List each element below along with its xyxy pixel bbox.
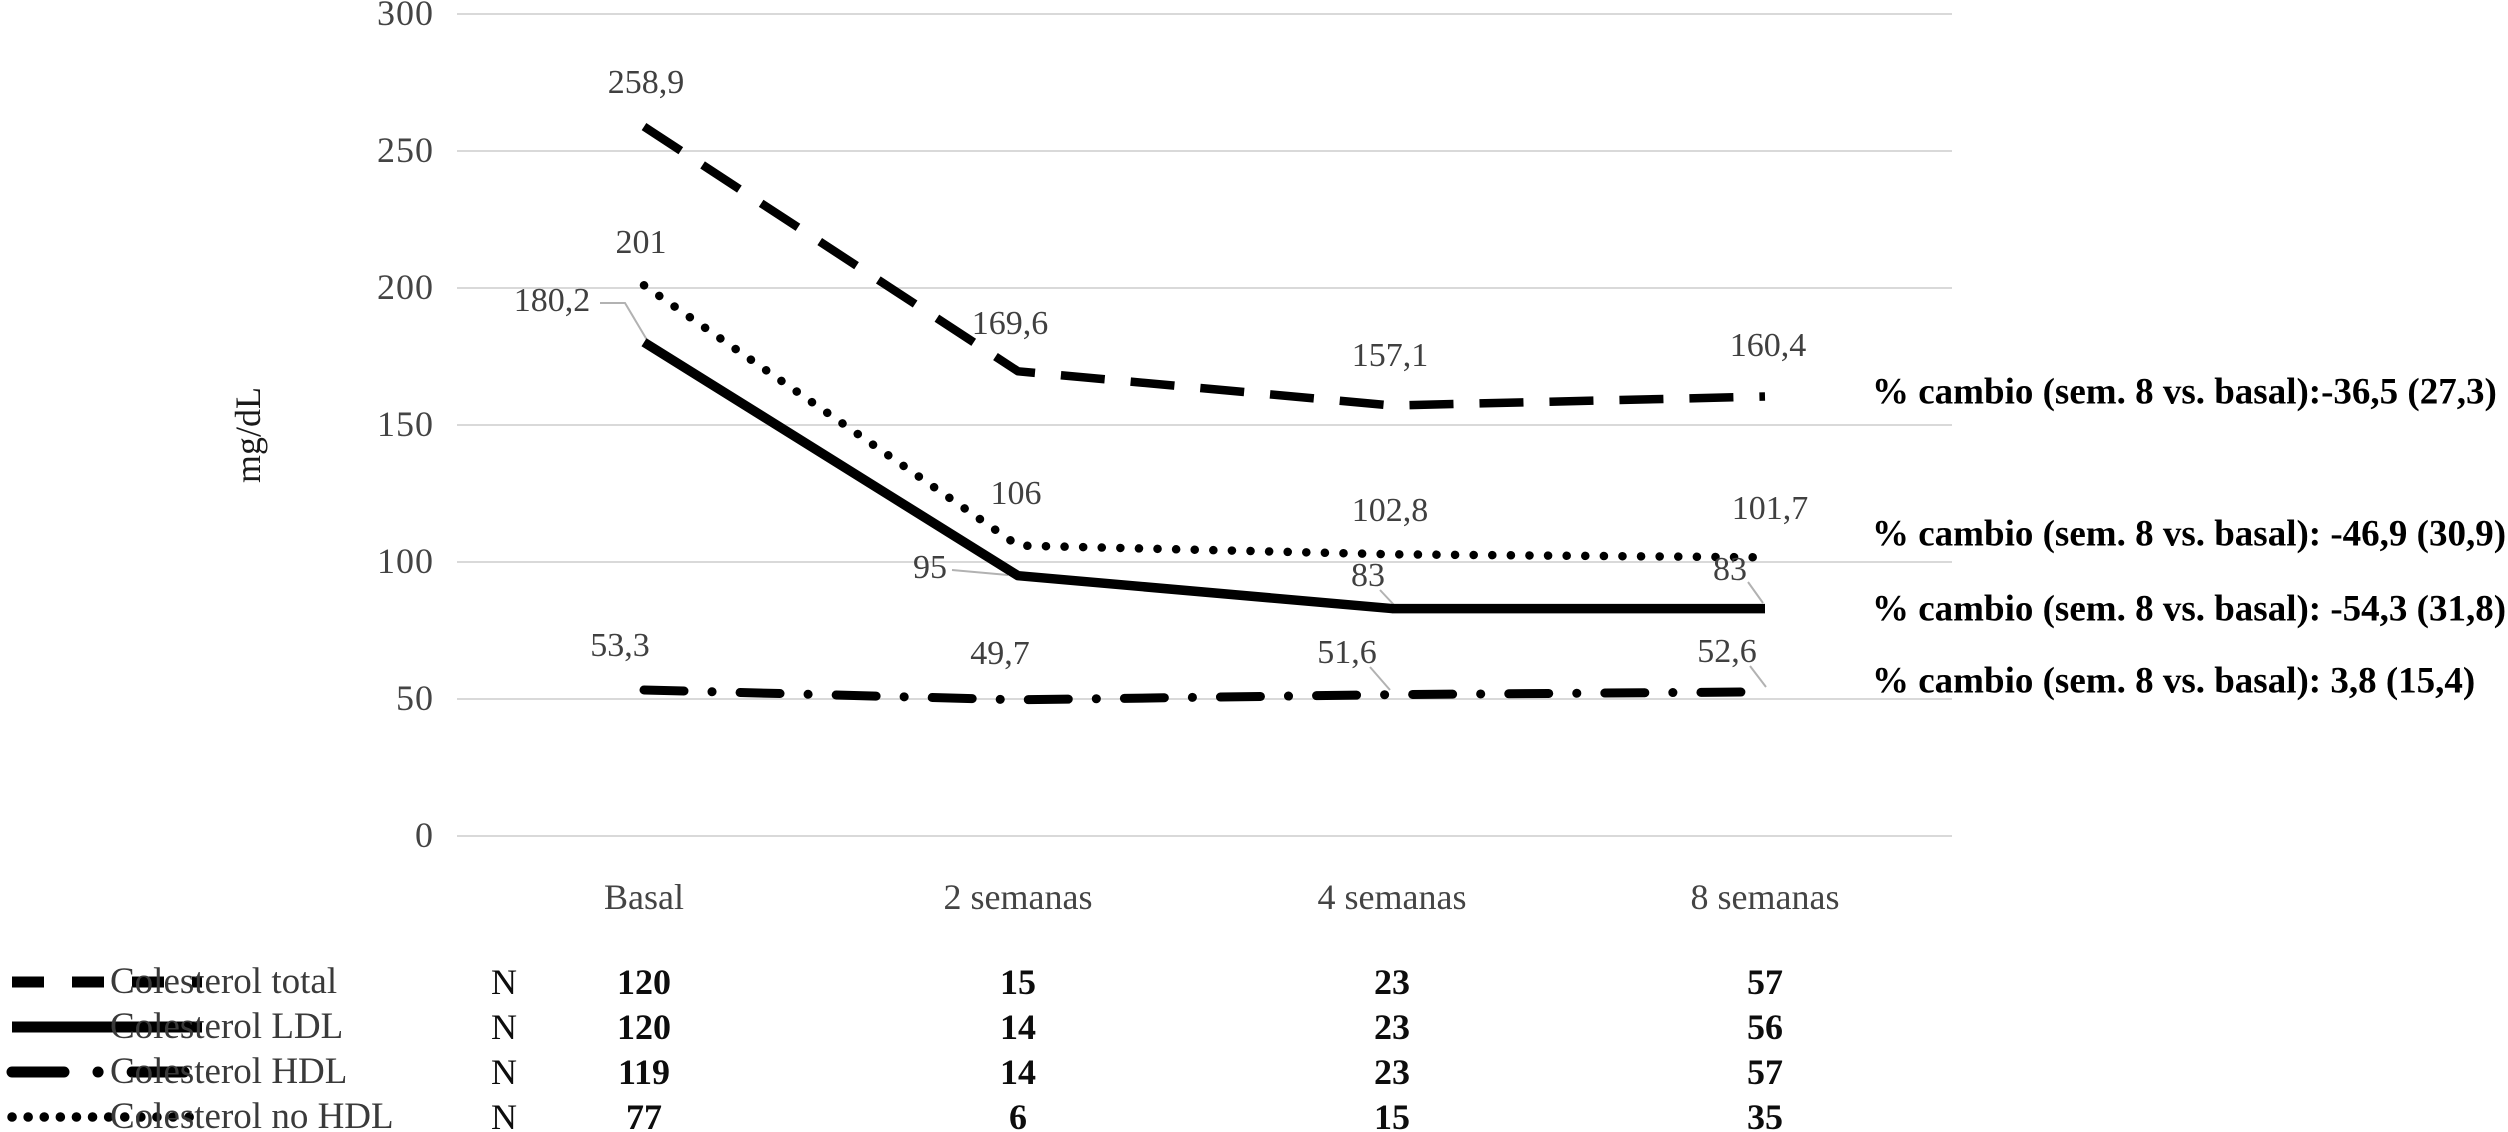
n-value: 120	[617, 1007, 671, 1047]
n-value: 23	[1374, 1052, 1410, 1092]
y-tick-label: 100	[377, 541, 434, 582]
y-tick-label: 300	[377, 0, 434, 34]
data-label-ldl-8sem: 83	[1713, 551, 1747, 588]
n-column-header: N	[491, 1007, 517, 1047]
n-value: 15	[1000, 962, 1036, 1002]
series-line-solid	[641, 338, 1765, 614]
n-value: 15	[1374, 1097, 1410, 1132]
series-line-dash-dot	[639, 685, 1770, 705]
data-label-ldl-basal: 180,2	[513, 282, 591, 319]
series-line-dotted	[639, 281, 1770, 562]
n-value: 57	[1747, 962, 1783, 1002]
n-value: 23	[1374, 962, 1410, 1002]
n-value: 6	[1009, 1097, 1027, 1132]
data-label-ldl-2sem: 95	[913, 549, 947, 586]
n-value: 119	[617, 1052, 670, 1092]
n-column-header: N	[491, 962, 517, 1002]
data-label-hdl-2sem: 49,7	[970, 635, 1030, 672]
legend-table-row-ldl: Colesterol LDL N 120 14 23 56	[0, 1005, 2508, 1049]
data-label-nohdl-2sem: 106	[990, 475, 1042, 512]
n-column-header: N	[491, 1052, 517, 1092]
data-label-total-2sem: 169,6	[971, 305, 1049, 342]
n-value: 14	[1000, 1052, 1036, 1092]
legend-label: Colesterol LDL	[110, 1006, 344, 1047]
data-label-leader-line	[1369, 666, 1391, 691]
data-label-leader-line	[600, 302, 648, 341]
x-tick-label-basal: Basal	[604, 877, 684, 917]
legend-table-row-total: Colesterol total N 120 15 23 57	[0, 960, 2508, 1004]
series-line-dashed	[641, 123, 1766, 410]
legend-line-sample-solid	[12, 1021, 202, 1033]
data-label-hdl-basal: 53,3	[590, 627, 650, 664]
n-column-header: N	[491, 1097, 517, 1132]
data-label-leader-line	[1749, 665, 1767, 688]
y-tick-label: 200	[377, 267, 434, 308]
x-tick-label-2-semanas: 2 semanas	[943, 877, 1093, 917]
legend-label: Colesterol no HDL	[110, 1096, 394, 1132]
legend-line-sample-dash-dot	[6, 1066, 206, 1078]
data-label-total-basal: 258,9	[607, 64, 685, 101]
y-tick-label: 150	[377, 404, 434, 445]
data-label-nohdl-4sem: 102,8	[1351, 492, 1429, 529]
legend-label: Colesterol HDL	[110, 1051, 348, 1092]
data-label-ldl-4sem: 83	[1351, 557, 1385, 594]
n-value: 35	[1747, 1097, 1783, 1132]
data-label-leader-line	[1747, 581, 1764, 604]
legend-table-row-hdl: Colesterol HDL N 119 14 23 57	[0, 1050, 2508, 1094]
legend-label: Colesterol total	[110, 961, 338, 1002]
n-value: 14	[1000, 1007, 1036, 1047]
data-label-hdl-8sem: 52,6	[1697, 633, 1757, 670]
legend-table-row-nohdl: Colesterol no HDL N 77 6 15 35	[0, 1095, 2508, 1132]
data-label-hdl-4sem: 51,6	[1317, 634, 1377, 671]
n-value: 57	[1747, 1052, 1783, 1092]
n-value: 120	[617, 962, 671, 1002]
pct-change-annotation-hdl: % cambio (sem. 8 vs. basal): 3,8 (15,4)	[1872, 660, 2476, 702]
data-label-leader-line	[951, 569, 1009, 576]
y-tick-label: 0	[415, 815, 434, 856]
pct-change-annotation-ldl: % cambio (sem. 8 vs. basal): -54,3 (31,8…	[1872, 588, 2507, 630]
pct-change-annotation-nohdl: % cambio (sem. 8 vs. basal): -46,9 (30,9…	[1872, 513, 2507, 555]
y-tick-label: 50	[396, 678, 434, 719]
data-label-leader-line	[1379, 589, 1396, 607]
y-tick-label: 250	[377, 130, 434, 171]
x-tick-label-8-semanas: 8 semanas	[1690, 877, 1840, 917]
data-label-nohdl-basal: 201	[615, 224, 667, 261]
legend-line-sample-dotted	[7, 1112, 206, 1122]
x-tick-label-4-semanas: 4 semanas	[1317, 877, 1467, 917]
data-label-nohdl-8sem: 101,7	[1731, 490, 1809, 527]
n-value: 77	[626, 1097, 662, 1132]
data-label-total-4sem: 157,1	[1351, 337, 1429, 374]
pct-change-annotation-total: % cambio (sem. 8 vs. basal):-36,5 (27,3)	[1872, 371, 2497, 413]
data-label-total-8sem: 160,4	[1729, 327, 1807, 364]
n-value: 56	[1747, 1007, 1783, 1047]
n-value: 23	[1374, 1007, 1410, 1047]
legend-line-sample-dashed	[12, 976, 202, 988]
